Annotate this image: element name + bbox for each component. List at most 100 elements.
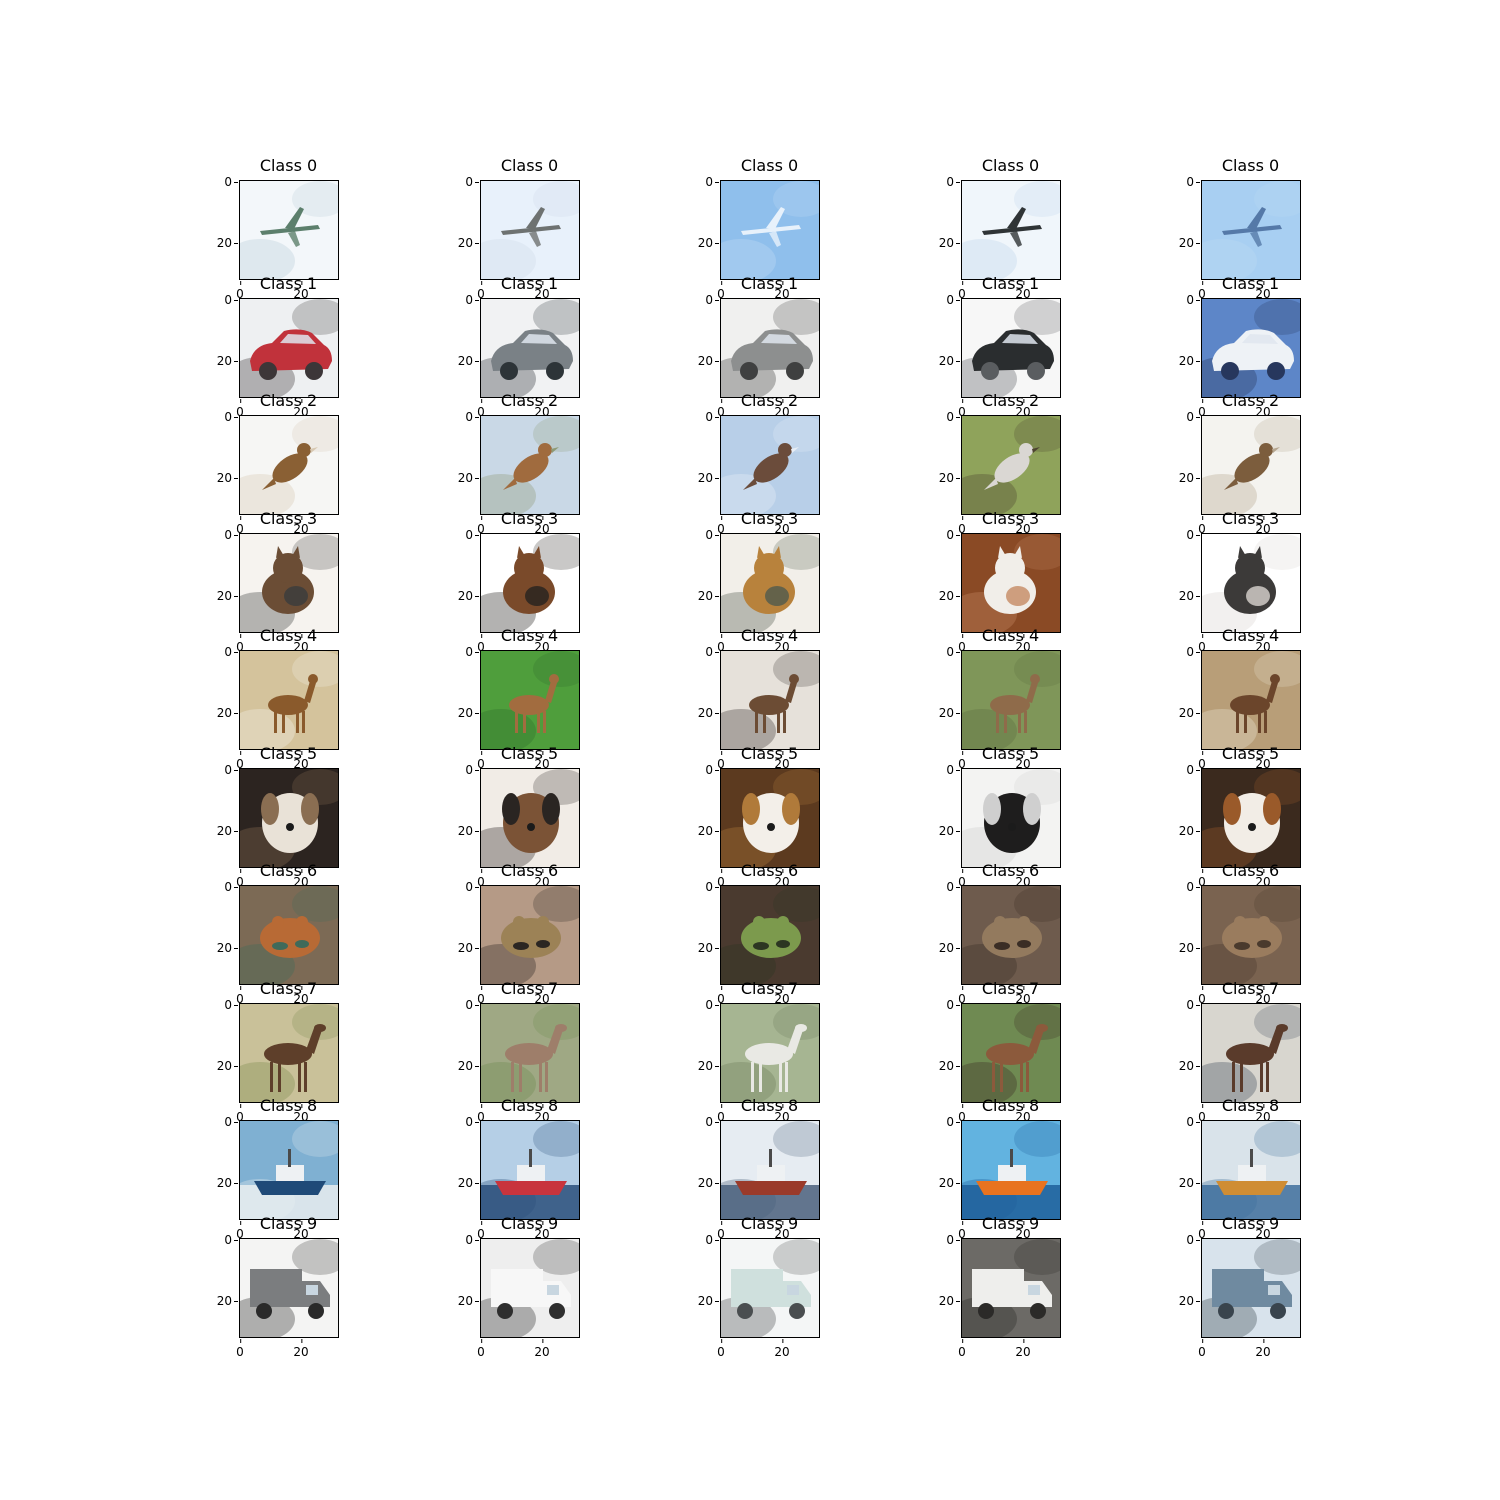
subplot-title: Class 0: [740, 156, 799, 175]
x-tick-label: 0: [958, 751, 966, 771]
y-tick-label: 0: [705, 1115, 719, 1129]
y-tick-label: 20: [698, 354, 720, 368]
y-tick-label: 20: [939, 471, 961, 485]
x-tick-label: 0: [236, 398, 244, 419]
thumbnail-image-automobile: [1201, 297, 1301, 398]
thumbnail-image-ship: [1201, 1120, 1301, 1220]
x-tick-label: 0: [717, 398, 725, 419]
subplot-class-0-sample-3: Class 0 0 20 0 20: [939, 156, 1061, 301]
thumbnail-image-deer: [961, 650, 1061, 750]
y-tick-label: 0: [224, 1233, 238, 1247]
thumbnail-image-bird: [961, 415, 1061, 515]
subplot-title: Class 4: [981, 626, 1040, 645]
x-tick-label: 0: [717, 751, 725, 771]
y-tick-label: 0: [224, 175, 238, 189]
x-tick-label: 0: [1198, 986, 1206, 1006]
thumbnail-image-ship: [961, 1120, 1061, 1220]
y-tick-label: 20: [939, 1059, 961, 1073]
y-tick-label: 0: [1186, 410, 1200, 424]
y-tick-label: 20: [217, 824, 239, 838]
x-tick-label: 0: [236, 1221, 244, 1241]
y-tick-label: 20: [217, 471, 239, 485]
x-tick-label: 20: [293, 1338, 309, 1359]
y-tick-label: 20: [458, 1294, 480, 1308]
x-tick-label: 0: [236, 516, 244, 536]
x-tick-label: 0: [236, 868, 244, 889]
y-tick-label: 20: [939, 589, 961, 603]
thumbnail-image-truck: [720, 1237, 820, 1338]
y-tick-label: 0: [465, 410, 479, 424]
y-tick-label: 0: [705, 528, 719, 542]
y-tick-label: 0: [946, 175, 960, 189]
y-tick-label: 0: [224, 998, 238, 1012]
x-tick-label: 0: [958, 398, 966, 419]
y-tick-label: 0: [705, 763, 719, 777]
thumbnail-image-bird: [1201, 415, 1301, 515]
thumbnail-image-airplane: [239, 180, 339, 280]
y-tick-label: 20: [698, 589, 720, 603]
y-tick-label: 20: [939, 824, 961, 838]
subplot-title: Class 6: [500, 861, 559, 880]
subplot-title: Class 2: [740, 391, 799, 410]
y-tick-label: 0: [224, 528, 238, 542]
y-tick-label: 0: [465, 998, 479, 1012]
x-tick-label: 0: [477, 281, 485, 301]
x-tick-label: 0: [236, 1338, 244, 1359]
thumbnail-image-airplane: [961, 180, 1061, 280]
thumbnail-image-frog: [720, 885, 820, 985]
x-tick-label: 20: [534, 1338, 550, 1359]
y-tick-label: 20: [217, 589, 239, 603]
subplot-title: Class 6: [1221, 861, 1280, 880]
y-tick-label: 0: [1186, 175, 1200, 189]
subplot-class-4-sample-4: Class 4 0 20 0 20: [1179, 626, 1301, 771]
x-tick-label: 0: [236, 751, 244, 771]
x-tick-label: 0: [1198, 868, 1206, 889]
y-tick-label: 0: [224, 645, 238, 659]
y-tick-label: 20: [1179, 236, 1201, 250]
thumbnail-image-airplane: [480, 180, 580, 280]
y-tick-label: 0: [705, 998, 719, 1012]
subplot-class-6-sample-2: Class 6 0 20 0 20: [698, 861, 820, 1006]
thumbnail-image-cat: [480, 532, 580, 633]
subplot-title: Class 2: [500, 391, 559, 410]
subplot-class-8-sample-1: Class 8 0 20 0 20: [458, 1096, 580, 1241]
y-tick-label: 20: [217, 236, 239, 250]
x-tick-label: 0: [958, 1221, 966, 1241]
y-tick-label: 0: [946, 880, 960, 894]
y-tick-label: 20: [1179, 471, 1201, 485]
subplot-title: Class 2: [1221, 391, 1280, 410]
subplot-class-0-sample-4: Class 0 0 20 0 20: [1179, 156, 1301, 301]
subplot-title: Class 1: [259, 273, 318, 293]
y-tick-label: 0: [1186, 528, 1200, 542]
x-tick-label: 0: [236, 281, 244, 301]
y-tick-label: 0: [224, 1115, 238, 1129]
y-tick-label: 20: [458, 1176, 480, 1190]
subplot-title: Class 6: [981, 861, 1040, 880]
y-tick-label: 0: [705, 645, 719, 659]
subplot-class-1-sample-4: Class 1 0 20 0 20: [1179, 274, 1301, 419]
y-tick-label: 20: [698, 471, 720, 485]
y-tick-label: 0: [1186, 880, 1200, 894]
y-tick-label: 20: [698, 941, 720, 955]
subplot-class-3-sample-4: Class 3 0 20 0 20: [1179, 509, 1301, 654]
subplot-class-9-sample-1: Class 9 0 20 0 20: [458, 1214, 580, 1359]
thumbnail-image-frog: [1201, 885, 1301, 985]
y-tick-label: 0: [946, 1115, 960, 1129]
subplot-title: Class 2: [259, 391, 318, 410]
subplot-class-2-sample-1: Class 2 0 20 0 20: [458, 391, 580, 536]
subplot-class-4-sample-0: Class 4 0 20 0 20: [217, 626, 339, 771]
x-tick-label: 0: [477, 398, 485, 419]
x-tick-label: 0: [717, 868, 725, 889]
y-tick-label: 20: [698, 1294, 720, 1308]
thumbnail-image-cat: [239, 532, 339, 633]
x-tick-label: 0: [958, 1103, 966, 1124]
y-tick-label: 0: [946, 1233, 960, 1247]
subplot-title: Class 0: [981, 156, 1040, 175]
y-tick-label: 0: [465, 763, 479, 777]
y-tick-label: 0: [1186, 1115, 1200, 1129]
x-tick-label: 20: [1015, 1338, 1031, 1359]
x-tick-label: 20: [1255, 1338, 1271, 1359]
subplot-class-5-sample-3: Class 5 0 20 0 20: [939, 744, 1061, 889]
x-tick-label: 0: [1198, 1338, 1206, 1359]
y-tick-label: 20: [217, 354, 239, 368]
